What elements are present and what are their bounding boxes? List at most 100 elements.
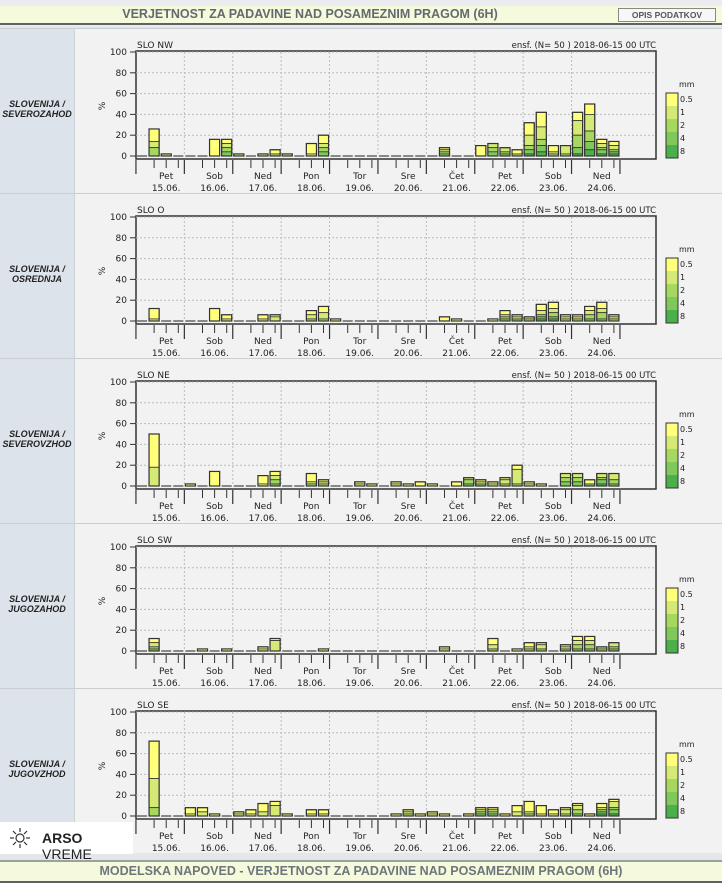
x-date-label: 22.06. (491, 514, 520, 523)
y-tick-label: 0 (121, 482, 127, 492)
bar-outline (475, 479, 487, 487)
bar-segment-4mm (572, 481, 584, 487)
bar-outline (535, 804, 547, 817)
bar-outline (148, 740, 160, 817)
bar-segment-0.5mm (318, 134, 329, 144)
legend-swatch (666, 475, 678, 488)
legend-swatch (666, 271, 678, 284)
bar-segment-8mm (584, 149, 596, 157)
bar-segment-1mm (269, 475, 281, 481)
x-date-label: 24.06. (587, 679, 616, 688)
bar-outline (559, 644, 572, 652)
page-title: VERJETNOST ZA PADAVINE NAD POSAMEZNIM PR… (122, 7, 498, 21)
bar-segment-1mm (269, 805, 281, 817)
x-day-label: Tor (352, 832, 366, 842)
bar-outline (475, 807, 487, 817)
bar-outline (487, 637, 499, 652)
bar-segment-4mm (572, 147, 584, 155)
bar-outline (511, 464, 523, 487)
x-date-label: 21.06. (442, 679, 471, 688)
x-date-label: 19.06. (345, 679, 374, 688)
region-panel: SLOVENIJA / SEVEROZAHOD SLO NW ensf. (N= 50… (0, 28, 722, 193)
bar-segment-0.5mm (572, 636, 584, 642)
x-day-label: Tor (352, 502, 366, 512)
bar-segment-1mm (547, 308, 559, 314)
bar-segment-0.5mm (608, 141, 620, 147)
x-date-label: 19.06. (345, 349, 374, 358)
bar-outline (608, 140, 620, 157)
bar-outline (547, 144, 560, 157)
bar-outline (281, 153, 293, 157)
legend-swatch (666, 436, 678, 449)
bar-segment-0.5mm (148, 433, 160, 468)
bar-outline (269, 149, 281, 157)
chart-title: SLO SW (137, 536, 172, 546)
bar-outline (329, 318, 342, 322)
bar-segment-0.5mm (209, 308, 221, 322)
bar-outline (596, 802, 608, 817)
x-day-label: Sre (401, 502, 416, 512)
bar-outline (571, 472, 584, 487)
bar-segment-1mm (499, 479, 511, 485)
bar-segment-1mm (269, 316, 281, 322)
y-tick-label: 60 (116, 420, 128, 430)
legend-label: 4 (680, 134, 685, 143)
bar-outline (269, 314, 281, 322)
x-date-label: 20.06. (394, 349, 423, 358)
legend-swatch (666, 106, 678, 119)
bar-outline (160, 153, 172, 157)
y-tick-label: 100 (110, 708, 127, 718)
bar-segment-0.5mm (318, 306, 329, 314)
y-tick-label: 20 (116, 131, 128, 141)
bar-outline (596, 646, 608, 652)
bar-segment-1mm (318, 143, 329, 149)
bar-segment-1mm (572, 473, 584, 479)
legend-label: 0.5 (680, 590, 693, 599)
bar-outline (317, 134, 330, 157)
bar-outline (257, 474, 269, 487)
bar-outline (221, 314, 233, 322)
bar-outline (208, 138, 221, 157)
legend-swatch (666, 779, 678, 792)
bar-outline (596, 301, 608, 322)
x-day-label: Sob (206, 832, 223, 842)
x-date-label: 15.06. (152, 514, 181, 523)
arso-logo[interactable]: ARSO VREME (0, 822, 133, 862)
legend-label: 2 (680, 781, 685, 790)
x-day-label: Ned (254, 832, 272, 842)
bar-outline (269, 637, 281, 652)
bar-outline (535, 642, 547, 652)
y-axis-label: % (98, 101, 108, 110)
legend-frame (665, 422, 679, 489)
y-tick-label: 0 (121, 152, 127, 162)
bar-segment-1mm (560, 145, 571, 155)
bar-outline (571, 314, 584, 322)
x-date-label: 16.06. (200, 844, 229, 853)
region-label: SLOVENIJA / JUGOVZHOD (8, 759, 66, 779)
x-day-label: Tor (352, 337, 366, 347)
opis-podatkov-button[interactable]: OPIS PODATKOV (618, 8, 716, 22)
chart-info: ensf. (N= 50 ) 2018-06-15 00 UTC (512, 701, 656, 711)
y-tick-label: 40 (116, 440, 128, 450)
bar-segment-1mm (572, 120, 584, 136)
x-day-label: Pon (303, 832, 319, 842)
x-day-label: Pet (159, 337, 174, 347)
bar-segment-0.5mm (451, 481, 463, 487)
y-tick-label: 40 (116, 275, 128, 285)
legend-swatch (666, 132, 678, 145)
bar-outline (499, 147, 511, 157)
x-day-label: Pet (498, 667, 513, 677)
bar-outline (402, 809, 414, 817)
x-day-label: Pon (303, 172, 319, 182)
title-bar: VERJETNOST ZA PADAVINE NAD POSAMEZNIM PR… (0, 6, 722, 25)
bar-segment-0.5mm (572, 111, 584, 122)
region-label-cell: SLOVENIJA / OSREDNJA (0, 194, 75, 358)
bar-segment-4mm (560, 481, 571, 487)
bar-outline (317, 648, 330, 652)
x-date-label: 23.06. (539, 184, 568, 193)
x-date-label: 18.06. (297, 349, 326, 358)
legend-swatch (666, 258, 678, 271)
bar-outline (487, 481, 499, 487)
x-day-label: Pon (303, 337, 319, 347)
legend-swatch (666, 601, 678, 614)
